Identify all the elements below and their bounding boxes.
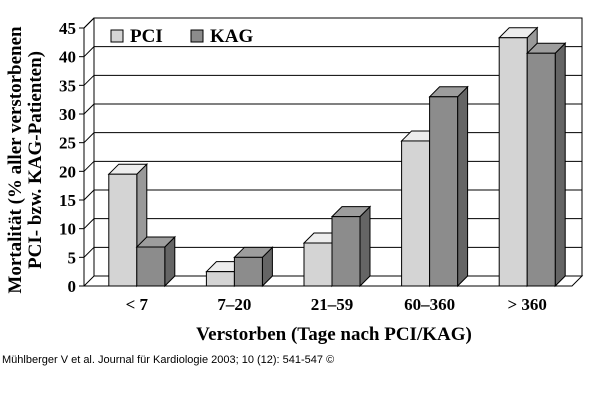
svg-text:KAG: KAG (210, 26, 254, 47)
y-axis-title-line2: PCI- bzw. KAG-Patienten) (25, 51, 46, 269)
gridline-35 (83, 74, 582, 86)
y-axis-ticks: 0 5 10 15 20 25 30 35 40 45 (59, 19, 84, 296)
y-tick-label-40: 40 (59, 48, 76, 67)
x-tick-label-2: 21–59 (311, 295, 354, 314)
y-tick-label-10: 10 (59, 220, 76, 239)
bar-chart: 0 5 10 15 20 25 30 35 40 45 < 7 7–20 21–59 60–360 > 3… (5, 17, 584, 345)
x-tick-label-4: > 360 (507, 295, 546, 314)
bar-kag-2 (330, 205, 372, 288)
bar-kag-4 (525, 42, 567, 288)
y-tick-label-45: 45 (59, 19, 76, 38)
bar-kag-0 (135, 235, 177, 288)
gridline-40 (83, 46, 582, 58)
x-tick-label-0: < 7 (126, 295, 149, 314)
x-axis-title: Verstorben (Tage nach PCI/KAG) (196, 324, 472, 345)
y-tick-label-15: 15 (59, 191, 76, 210)
y-tick-label-25: 25 (59, 134, 76, 153)
bar-kag-1 (233, 246, 274, 288)
source-citation: Mühlberger V et al. Journal für Kardiolo… (2, 354, 335, 366)
y-tick-label-0: 0 (68, 277, 77, 296)
y-tick-label-5: 5 (68, 248, 77, 267)
svg-text:PCI: PCI (130, 26, 163, 47)
y-tick-label-35: 35 (59, 76, 76, 95)
y-tick-label-30: 30 (59, 105, 76, 124)
x-tick-label-3: 60–360 (404, 295, 455, 314)
gridline-30 (83, 103, 582, 115)
y-axis-title-line1: Mortalität (% aller verstorbenen (5, 26, 26, 294)
bars (107, 26, 567, 288)
legend-item-pci: PCI (110, 26, 163, 47)
bar-kag-3 (428, 85, 469, 288)
gridline-45 (83, 17, 582, 29)
legend-item-kag: KAG (190, 26, 254, 47)
x-tick-label-1: 7–20 (217, 295, 251, 314)
x-axis-ticks: < 7 7–20 21–59 60–360 > 360 (126, 295, 547, 314)
y-tick-label-20: 20 (59, 162, 76, 181)
legend: PCI KAG (110, 26, 254, 47)
